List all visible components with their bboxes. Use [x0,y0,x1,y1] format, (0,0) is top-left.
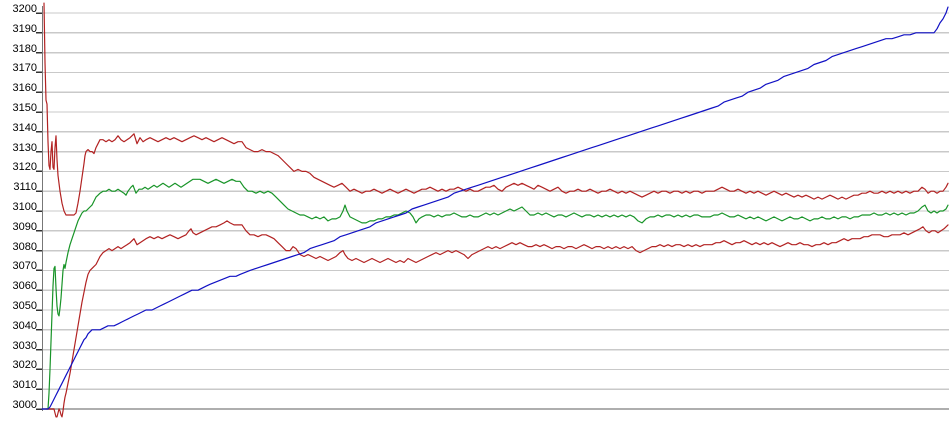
series-lower-band [45,220,949,418]
y-axis-label: 3060 [12,280,37,293]
y-axis-label: 3050 [12,300,37,312]
y-axis-label: 3030 [12,339,37,352]
y-axis-label: 3130 [12,141,37,154]
y-axis-label: 3200 [12,3,37,15]
series-equity-line [41,6,949,410]
y-axis-label: 3150 [12,102,37,114]
y-axis-label: 3070 [12,260,37,273]
y-axis-label: 3140 [12,121,37,134]
y-axis-label: 3040 [12,319,37,332]
y-axis-label: 3120 [12,161,37,174]
series-middle-line [47,178,949,410]
y-axis-label: 3010 [12,379,37,392]
y-axis-label: 3000 [12,399,37,411]
series-upper-band [43,2,949,216]
y-axis-label: 3180 [12,42,37,55]
y-axis-label: 3080 [12,240,37,253]
y-axis-label: 3090 [12,220,37,233]
y-axis-label: 3100 [12,201,37,213]
y-axis-label: 3170 [12,62,37,75]
y-axis-label: 3190 [12,22,37,35]
y-axis-label: 3160 [12,82,37,95]
y-axis-label: 3020 [12,359,37,372]
y-axis-label: 3110 [13,181,37,194]
